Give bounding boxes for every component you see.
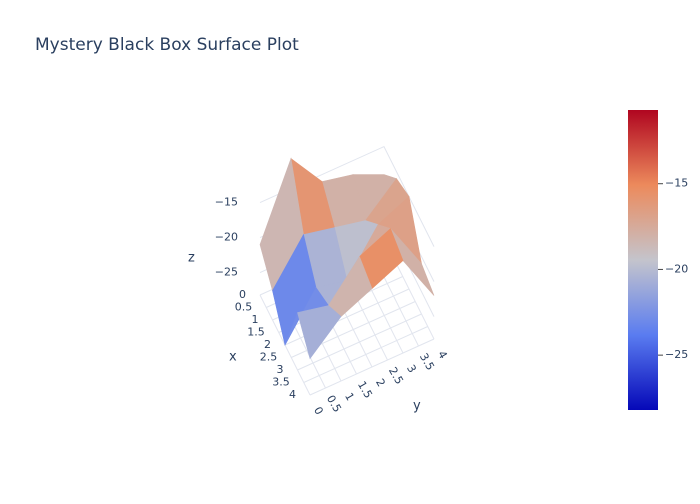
z-tick-label: −20 <box>215 231 238 244</box>
x-tick-label: 1 <box>252 313 259 326</box>
x-tick-label: 4 <box>289 388 296 401</box>
x-tick-label: 3 <box>277 363 284 376</box>
y-tick-label: 3 <box>404 362 419 375</box>
x-tick-label: 1.5 <box>247 326 265 339</box>
x-tick-label: 2.5 <box>260 351 278 364</box>
y-axis-title: y <box>413 399 421 414</box>
z-axis-title: z <box>188 251 195 266</box>
x-tick-label: 0 <box>239 288 246 301</box>
colorbar <box>628 110 658 410</box>
y-tick-label: 1 <box>342 390 357 403</box>
y-tick-label: 1.5 <box>355 379 375 401</box>
x-tick-label: 2 <box>264 338 271 351</box>
y-tick-label: 3.5 <box>417 351 437 373</box>
y-tick-label: 0 <box>311 404 326 417</box>
x-axis-title: x <box>229 350 237 365</box>
x-tick-label: 0.5 <box>235 301 253 314</box>
z-tick-label: −25 <box>215 266 238 279</box>
y-tick-label: 2.5 <box>386 365 406 387</box>
y-tick-label: 0.5 <box>324 393 344 415</box>
colorbar-tick-label: −15 <box>665 177 688 190</box>
surface-cell <box>297 305 342 360</box>
x-tick-label: 3.5 <box>272 376 290 389</box>
z-tick-label: −15 <box>215 196 238 209</box>
colorbar-tick-label: −25 <box>665 348 688 361</box>
y-tick-label: 4 <box>435 348 450 361</box>
y-tick-label: 2 <box>373 376 388 389</box>
colorbar-tick-label: −20 <box>665 262 688 275</box>
chart-title: Mystery Black Box Surface Plot <box>35 35 299 55</box>
